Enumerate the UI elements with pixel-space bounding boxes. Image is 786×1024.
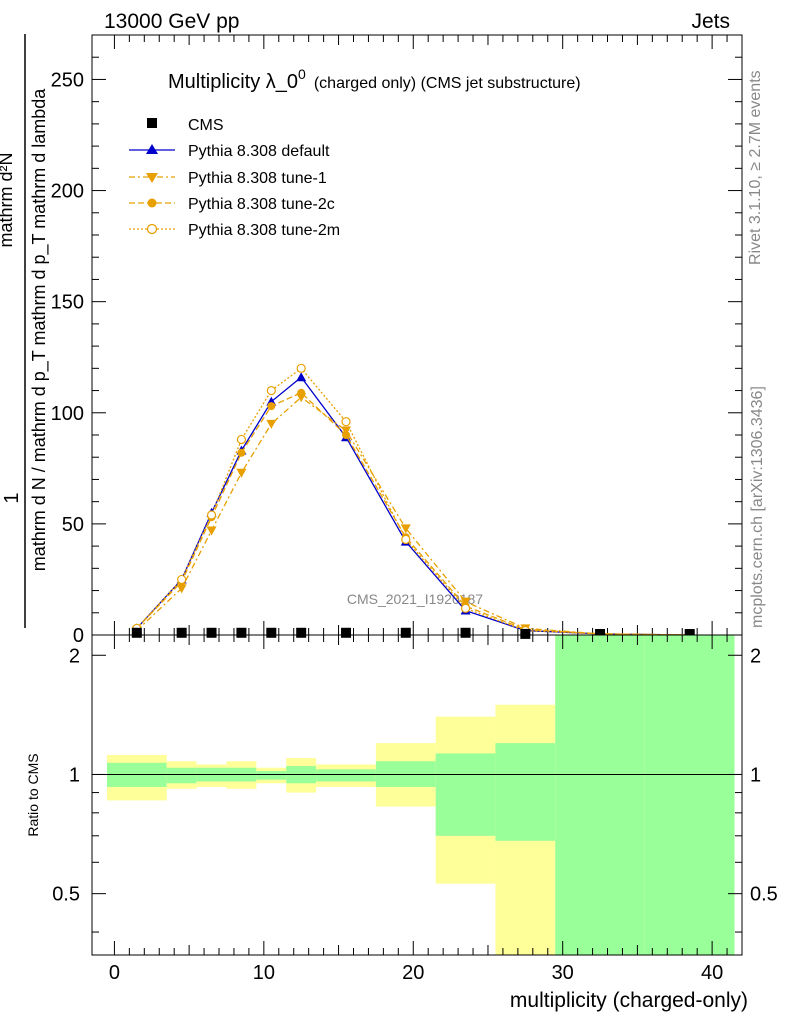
series-point-tune1 [206, 526, 217, 536]
lower-xtick-label: 0 [109, 962, 120, 984]
series-line-default [136, 376, 690, 636]
lower-ytick-label: 0.5 [52, 884, 80, 906]
title-note: (charged only) (CMS jet substructure) [314, 75, 581, 92]
series-point-tune2m [177, 574, 187, 585]
title-main: Multiplicity λ_0 [168, 71, 298, 93]
cms-point [296, 627, 307, 638]
legend: CMS Pythia 8.308 default Pythia 8.308 tu… [129, 117, 340, 239]
legend-default-marker [146, 144, 158, 154]
cms-point [266, 627, 277, 638]
ratio-band-inner [555, 635, 645, 955]
rivet-label: Rivet 3.1.10, ≥ 2.7M events [747, 70, 764, 265]
cms-point [206, 627, 217, 638]
legend-tune1-marker [146, 173, 158, 183]
ylabel-d2n: mathrm d²N [0, 152, 16, 247]
series-line-tune2c [136, 392, 690, 636]
legend-tune1-label: Pythia 8.308 tune-1 [188, 170, 327, 187]
series-point-tune1 [236, 468, 247, 478]
series-line-tune2m [136, 367, 690, 636]
upper-panel: 0 50 100 150 200 250 CMS_2021_I1920187 Multip… [51, 34, 743, 647]
series-point-tune2c [342, 431, 351, 439]
legend-cms-label: CMS [188, 117, 224, 134]
series-point-tune2m [401, 534, 411, 545]
series-point-default [296, 372, 307, 382]
series-point-tune2m [206, 510, 217, 520]
lower-frame [91, 634, 743, 956]
series-point-tune2m [296, 363, 306, 373]
header-jets: Jets [691, 10, 730, 33]
cms-point [460, 627, 471, 638]
upper-ytick-label: 150 [51, 292, 84, 314]
lower-xtick-label: 20 [402, 962, 424, 984]
legend-tune2c-marker [147, 198, 157, 208]
lower-ytick-label-right: 2 [750, 645, 761, 667]
upper-ytick-label: 200 [51, 181, 84, 203]
legend-tune2m-marker [146, 223, 158, 235]
lower-xtick-label: 10 [253, 962, 275, 984]
ratio-band-inner [435, 753, 496, 836]
upper-ytick-label: 50 [62, 514, 84, 536]
series-line-tune1 [136, 396, 690, 636]
lower-ticks: 0.5 0.51 12 20 10 20 30 40 [52, 635, 778, 984]
legend-tune2c-label: Pythia 8.308 tune-2c [188, 196, 335, 213]
lower-ytick-label: 2 [69, 645, 80, 667]
series-point-tune1 [176, 584, 187, 594]
cms-point [236, 627, 247, 638]
upper-ticks: 0 50 100 150 200 250 [51, 34, 742, 647]
mcplots-label: mcplots.cern.ch [arXiv:1306.3436] [749, 386, 766, 628]
x-axis-label: multiplicity (charged-only) [510, 989, 748, 1012]
series-point-tune1 [266, 419, 277, 429]
watermark: CMS_2021_I1920187 [347, 591, 483, 607]
lower-ytick-label-right: 0.5 [750, 884, 778, 906]
cms-point [400, 627, 411, 638]
plot-title: Multiplicity λ_00 (charged only) (CMS jet… [168, 66, 581, 93]
main-ylabel: 1 mathrm d N / mathrm d p_T mathrm d p_T… [0, 34, 50, 628]
cms-point [595, 629, 606, 639]
legend-default-label: Pythia 8.308 default [188, 143, 330, 160]
ratio-band-inner [316, 769, 376, 782]
cms-point [520, 628, 531, 639]
ratio-bands [106, 635, 735, 955]
series-point-tune2m [236, 434, 247, 445]
series-point-tune1 [400, 524, 411, 534]
upper-ytick-label: 0 [73, 625, 84, 647]
series-point-tune2c [297, 388, 306, 397]
ratio-band-inner [166, 767, 197, 784]
upper-ytick-label: 100 [51, 403, 84, 425]
lower-panel: 0.5 0.51 12 20 10 20 30 40 Ratio to CMS multipl… [25, 634, 778, 1012]
upper-ytick-label: 250 [51, 69, 84, 91]
ratio-band-inner [644, 635, 735, 955]
title-sup: 0 [298, 66, 306, 82]
legend-cms-marker [147, 118, 157, 128]
series-point-tune2m [341, 417, 351, 427]
ratio-ylabel: Ratio to CMS [25, 753, 41, 836]
cms-point [684, 629, 695, 639]
cms-point [131, 627, 142, 638]
series-point-tune2m [266, 385, 276, 396]
ylabel-numerator-one: 1 [1, 492, 23, 503]
ratio-band-inner [495, 743, 556, 841]
lower-xtick-label: 30 [552, 962, 574, 984]
header-energy: 13000 GeV pp [104, 10, 239, 33]
legend-tune2m-label: Pythia 8.308 tune-2m [188, 222, 340, 239]
lower-ytick-label-right: 1 [750, 764, 761, 786]
cms-point [176, 627, 187, 638]
cms-points [131, 627, 695, 639]
lower-xtick-label: 40 [701, 962, 723, 984]
ratio-band-inner [256, 771, 287, 780]
series-point-tune2c [267, 402, 276, 411]
ylabel-denominator: mathrm d N / mathrm d p_T mathrm d p_T m… [29, 88, 50, 571]
lower-ytick-label: 1 [69, 764, 80, 786]
cms-point [341, 627, 352, 638]
series-point-tune2c [237, 448, 246, 457]
series-point-tune2m [460, 603, 471, 613]
